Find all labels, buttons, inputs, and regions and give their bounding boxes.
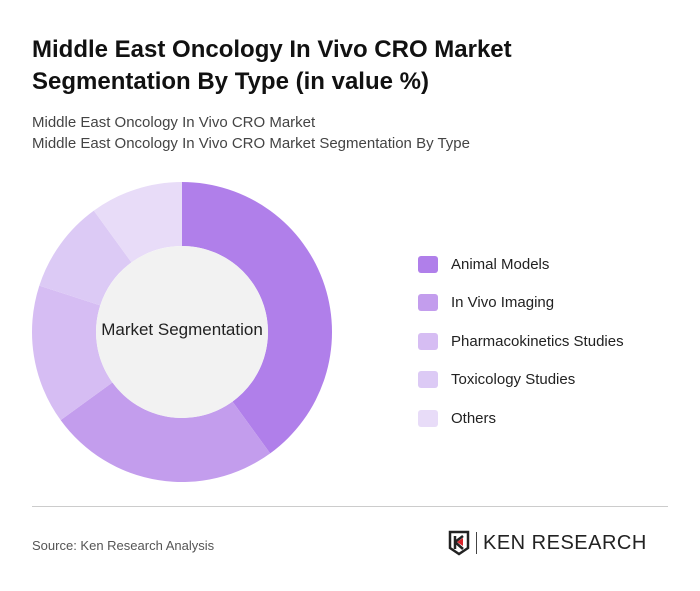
subtitle-segmentation: Middle East Oncology In Vivo CRO Market … bbox=[32, 135, 470, 152]
legend-label: In Vivo Imaging bbox=[451, 294, 555, 312]
legend-item: Animal Models bbox=[418, 245, 624, 284]
legend-label: Toxicology Studies bbox=[451, 371, 576, 389]
donut-chart bbox=[32, 182, 332, 482]
logo-text: KEN RESEARCH bbox=[483, 531, 647, 554]
legend-item: Others bbox=[418, 399, 624, 438]
legend-item: Toxicology Studies bbox=[418, 361, 624, 400]
slice-others bbox=[93, 182, 182, 263]
slice-in-vivo-imaging bbox=[60, 382, 271, 482]
legend-swatch bbox=[418, 294, 438, 312]
legend: Animal Models In Vivo Imaging Pharmacokine… bbox=[418, 245, 624, 438]
legend-swatch bbox=[418, 255, 438, 273]
donut-hole bbox=[96, 246, 268, 418]
donut-center-label: Market Segmentation bbox=[101, 320, 263, 339]
chart-title: Middle East Oncology In Vivo CRO Market … bbox=[32, 36, 512, 95]
slice-toxicology-studies bbox=[39, 210, 132, 306]
divider bbox=[32, 506, 668, 507]
source-note: Source: Ken Research Analysis bbox=[32, 538, 215, 553]
legend-item: Pharmacokinetics Studies bbox=[418, 322, 624, 361]
legend-label: Pharmacokinetics Studies bbox=[451, 332, 624, 350]
legend-label: Animal Models bbox=[451, 255, 550, 273]
legend-label: Others bbox=[451, 409, 497, 427]
slice-pharmacokinetics-studies bbox=[32, 285, 113, 421]
legend-swatch bbox=[418, 371, 438, 389]
legend-item: In Vivo Imaging bbox=[418, 284, 624, 323]
ken-research-logo: KEN RESEARCH bbox=[448, 530, 647, 556]
subtitle-market: Middle East Oncology In Vivo CRO Market bbox=[32, 114, 316, 131]
legend-swatch bbox=[418, 332, 438, 350]
ken-logo-icon bbox=[448, 530, 470, 556]
legend-swatch bbox=[418, 409, 438, 427]
slice-animal-models bbox=[182, 182, 332, 454]
